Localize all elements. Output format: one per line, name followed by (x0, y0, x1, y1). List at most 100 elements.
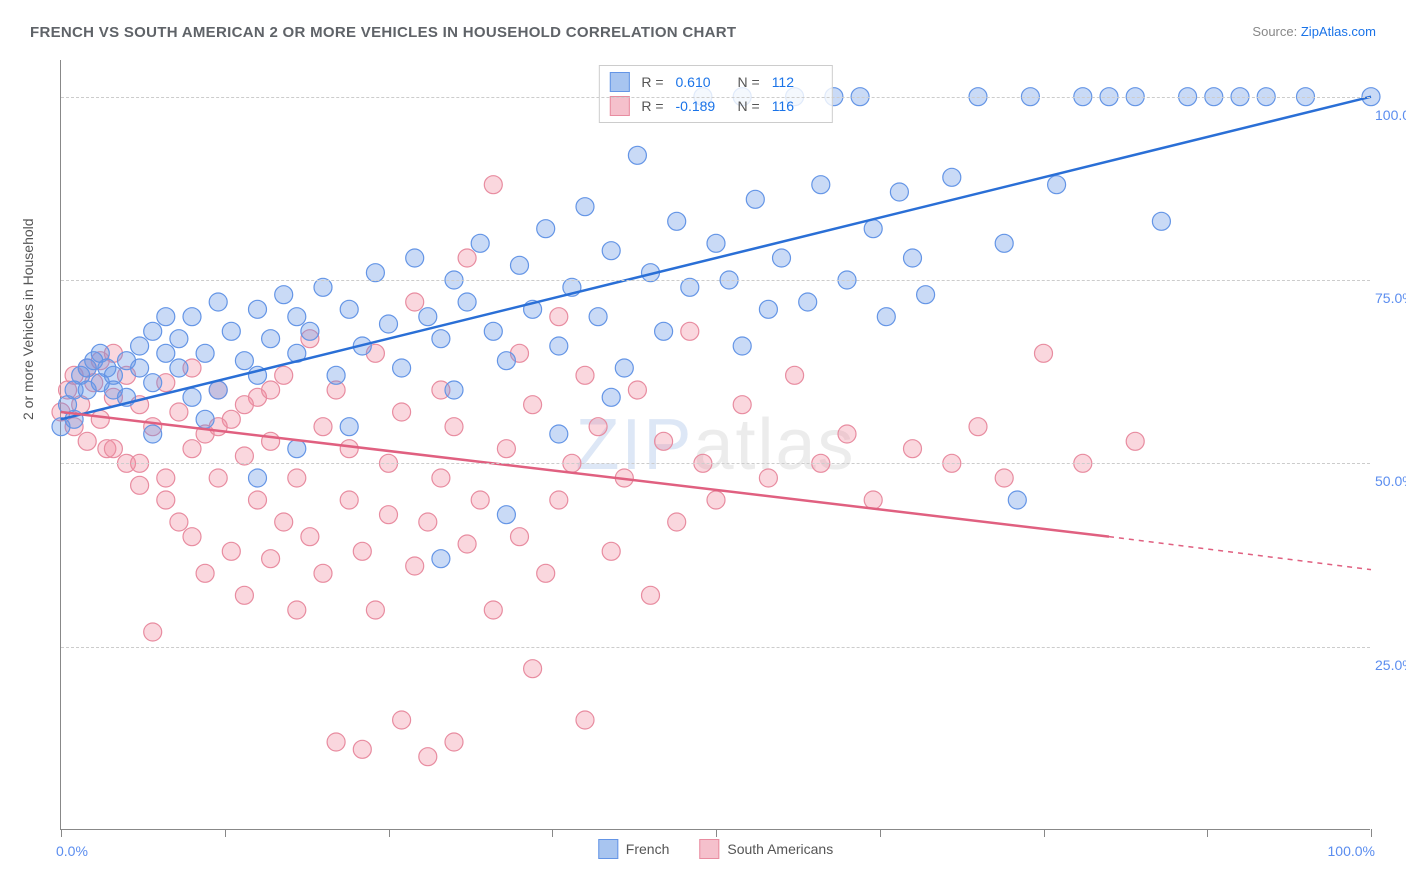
x-tick (225, 829, 226, 837)
trendline-series1 (61, 97, 1371, 420)
data-point-series1 (393, 359, 411, 377)
data-point-series1 (511, 256, 529, 274)
data-point-series1 (615, 359, 633, 377)
data-point-series2 (262, 381, 280, 399)
x-tick (880, 829, 881, 837)
source-link[interactable]: ZipAtlas.com (1301, 24, 1376, 39)
data-point-series2 (864, 491, 882, 509)
data-point-series1 (301, 322, 319, 340)
gridline (61, 97, 1370, 98)
x-axis-min-label: 0.0% (56, 843, 88, 859)
data-point-series1 (773, 249, 791, 267)
data-point-series2 (393, 711, 411, 729)
data-point-series2 (524, 660, 542, 678)
data-point-series1 (550, 337, 568, 355)
data-point-series2 (78, 432, 96, 450)
data-point-series1 (1048, 176, 1066, 194)
data-point-series1 (484, 322, 502, 340)
x-tick (552, 829, 553, 837)
data-point-series1 (131, 337, 149, 355)
data-point-series2 (484, 601, 502, 619)
x-tick (1044, 829, 1045, 837)
data-point-series2 (969, 418, 987, 436)
data-point-series1 (183, 388, 201, 406)
data-point-series2 (131, 476, 149, 494)
data-point-series2 (497, 440, 515, 458)
legend-label-2: South Americans (727, 841, 833, 857)
data-point-series1 (183, 308, 201, 326)
y-tick-label: 100.0% (1375, 107, 1406, 123)
gridline (61, 463, 1370, 464)
data-point-series1 (943, 168, 961, 186)
r-value-1: 0.610 (676, 74, 726, 90)
legend-bottom-box-2 (699, 839, 719, 859)
data-point-series1 (288, 308, 306, 326)
chart-title: FRENCH VS SOUTH AMERICAN 2 OR MORE VEHIC… (30, 24, 736, 41)
y-axis-title: 2 or more Vehicles in Household (20, 218, 36, 420)
data-point-series2 (707, 491, 725, 509)
data-point-series2 (733, 396, 751, 414)
data-point-series1 (209, 293, 227, 311)
data-point-series1 (196, 344, 214, 362)
data-point-series1 (249, 300, 267, 318)
data-point-series1 (1008, 491, 1026, 509)
plot-area: ZIPatlas R = 0.610 N = 112 R = -0.189 N … (60, 60, 1370, 830)
data-point-series2 (550, 308, 568, 326)
data-point-series2 (288, 469, 306, 487)
data-point-series2 (471, 491, 489, 509)
data-point-series2 (91, 410, 109, 428)
data-point-series1 (759, 300, 777, 318)
data-point-series2 (288, 601, 306, 619)
data-point-series1 (576, 198, 594, 216)
data-point-series1 (406, 249, 424, 267)
data-point-series2 (340, 440, 358, 458)
data-point-series1 (170, 330, 188, 348)
data-point-series1 (917, 286, 935, 304)
data-point-series2 (235, 447, 253, 465)
n-label-2: N = (738, 98, 760, 114)
data-point-series1 (157, 308, 175, 326)
data-point-series2 (353, 740, 371, 758)
data-point-series2 (314, 418, 332, 436)
n-value-1: 112 (772, 74, 822, 90)
data-point-series2 (642, 586, 660, 604)
data-point-series1 (222, 322, 240, 340)
data-point-series1 (131, 359, 149, 377)
data-point-series1 (904, 249, 922, 267)
y-tick-label: 75.0% (1375, 290, 1406, 306)
source-attribution: Source: ZipAtlas.com (1252, 24, 1376, 39)
data-point-series2 (628, 381, 646, 399)
data-point-series2 (681, 322, 699, 340)
data-point-series2 (235, 586, 253, 604)
data-point-series2 (183, 528, 201, 546)
data-point-series1 (602, 388, 620, 406)
gridline (61, 647, 1370, 648)
data-point-series1 (366, 264, 384, 282)
data-point-series2 (366, 601, 384, 619)
data-point-series2 (222, 542, 240, 560)
data-point-series2 (537, 564, 555, 582)
data-point-series2 (275, 366, 293, 384)
legend-bottom-box-1 (598, 839, 618, 859)
data-point-series1 (445, 381, 463, 399)
data-point-series2 (445, 418, 463, 436)
data-point-series2 (602, 542, 620, 560)
data-point-series1 (537, 220, 555, 238)
data-point-series2 (406, 293, 424, 311)
x-tick (389, 829, 390, 837)
data-point-series1 (288, 440, 306, 458)
data-point-series2 (209, 469, 227, 487)
data-point-series1 (340, 300, 358, 318)
data-point-series1 (262, 330, 280, 348)
data-point-series1 (340, 418, 358, 436)
data-point-series1 (235, 352, 253, 370)
gridline (61, 280, 1370, 281)
data-point-series2 (327, 733, 345, 751)
legend-box-2 (609, 96, 629, 116)
data-point-series2 (759, 469, 777, 487)
data-point-series2 (406, 557, 424, 575)
data-point-series2 (1126, 432, 1144, 450)
legend-row-1: R = 0.610 N = 112 (609, 70, 821, 94)
scatter-svg (61, 60, 1370, 829)
data-point-series2 (380, 506, 398, 524)
